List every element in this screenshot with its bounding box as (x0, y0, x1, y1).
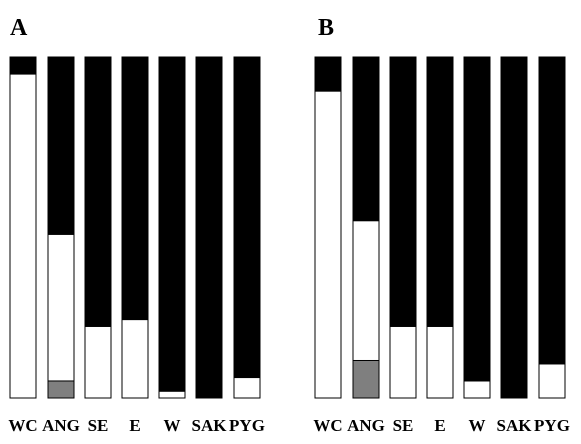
panel-b-label: B (318, 15, 334, 41)
bar-a-w-segment-1 (158, 390, 186, 399)
bar-a-pyg-segment-2 (233, 56, 261, 379)
bar-b-w-segment-1 (463, 380, 491, 399)
bar-b-wc-segment-1 (314, 90, 342, 399)
panel-a-label: A (10, 15, 28, 41)
category-label-a-wc: WC (8, 416, 37, 435)
bar-b-sak-segment-2 (500, 56, 528, 399)
bar-a-sak-segment-2 (195, 56, 223, 399)
panel-b: B WC ANG SE E W SAK PYG (313, 15, 570, 435)
category-label-a-w: W (164, 416, 181, 435)
bar-b-pyg-segment-1 (538, 363, 566, 399)
bar-b-e-segment-2 (426, 56, 454, 327)
bar-b-ang-segment-1 (352, 220, 380, 361)
bar-a-se-segment-1 (84, 325, 112, 399)
bar-b-se-segment-2 (389, 56, 417, 327)
category-label-b-e: E (434, 416, 445, 435)
bar-b-ang-segment-0 (352, 359, 380, 399)
category-label-a-sak: SAK (192, 416, 228, 435)
category-label-a-se: SE (88, 416, 109, 435)
bar-a-ang-segment-1 (47, 233, 75, 382)
bar-a-se-segment-2 (84, 56, 112, 327)
category-label-b-pyg: PYG (534, 416, 570, 435)
bar-b-e-segment-1 (426, 325, 454, 399)
bar-a-e-segment-2 (121, 56, 149, 321)
bar-b-w-segment-2 (463, 56, 491, 382)
bar-a-wc-segment-1 (9, 73, 37, 399)
category-label-b-ang: ANG (347, 416, 385, 435)
category-label-b-se: SE (393, 416, 414, 435)
bar-b-ang-segment-2 (352, 56, 380, 222)
bar-a-ang-segment-0 (47, 380, 75, 399)
category-label-b-wc: WC (313, 416, 342, 435)
panel-b-bars (314, 56, 566, 399)
panel-a-bars (9, 56, 261, 399)
panel-b-category-labels: WC ANG SE E W SAK PYG (313, 416, 570, 435)
bar-a-ang-segment-2 (47, 56, 75, 235)
panel-a: A WC ANG SE E W SAK PYG (8, 15, 265, 435)
bar-a-wc-segment-2 (9, 56, 37, 75)
category-label-a-e: E (129, 416, 140, 435)
bar-a-e-segment-1 (121, 319, 149, 399)
category-label-a-ang: ANG (42, 416, 80, 435)
category-label-b-sak: SAK (497, 416, 533, 435)
bar-a-pyg-segment-1 (233, 377, 261, 399)
bar-a-w-segment-2 (158, 56, 186, 392)
panel-a-category-labels: WC ANG SE E W SAK PYG (8, 416, 265, 435)
category-label-a-pyg: PYG (229, 416, 265, 435)
bar-b-pyg-segment-2 (538, 56, 566, 365)
bar-b-wc-segment-2 (314, 56, 342, 92)
category-label-b-w: W (469, 416, 486, 435)
bar-b-se-segment-1 (389, 325, 417, 399)
